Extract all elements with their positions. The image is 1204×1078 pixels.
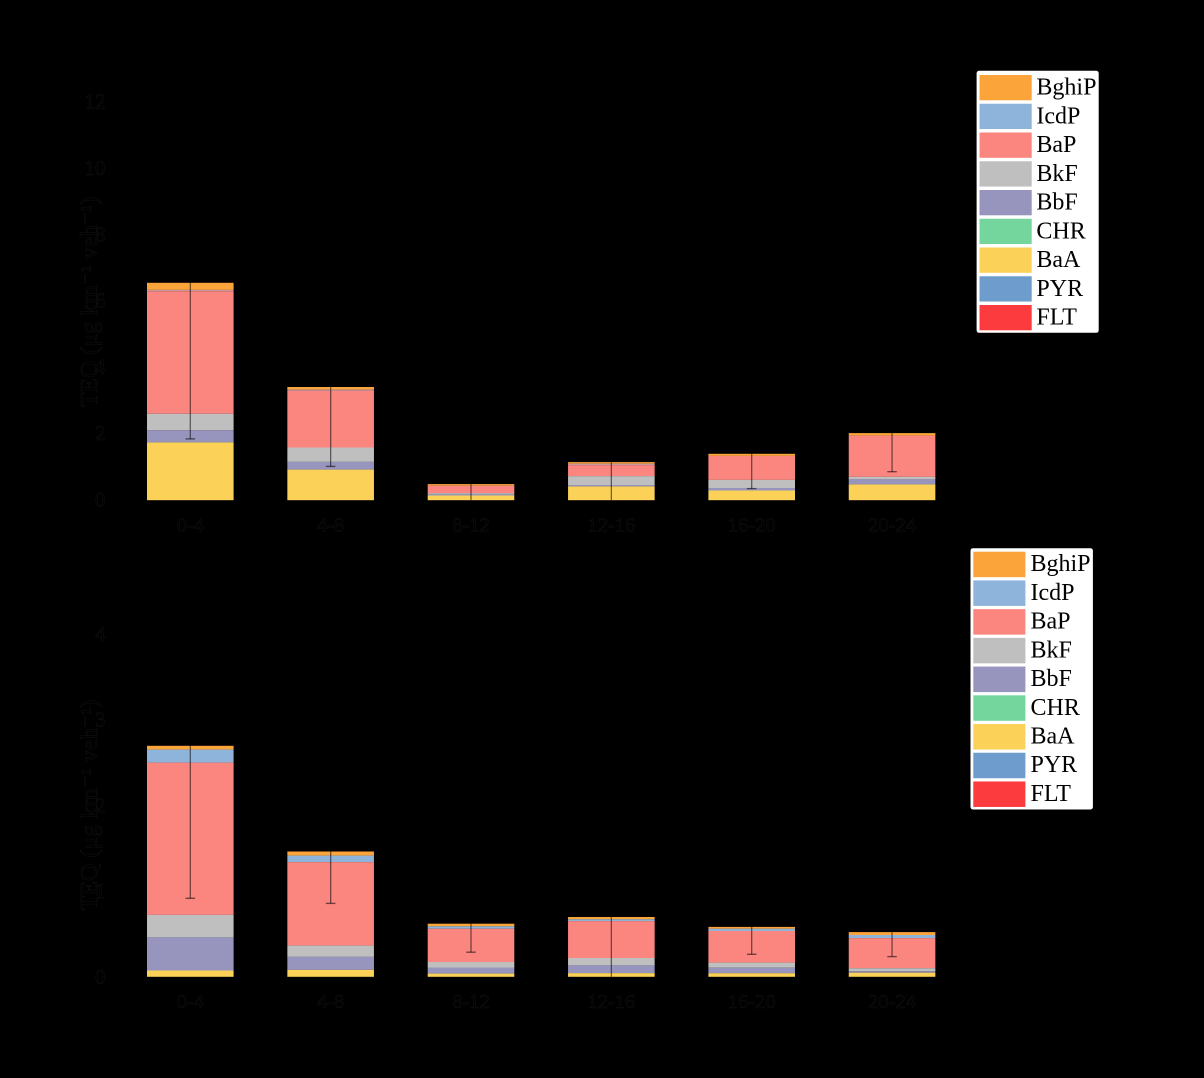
svg-text:8-12: 8-12 <box>452 515 490 537</box>
svg-text:FLT: FLT <box>1031 781 1072 807</box>
svg-text:0: 0 <box>95 488 106 512</box>
svg-text:12: 12 <box>85 90 106 114</box>
svg-text:0: 0 <box>95 965 106 989</box>
svg-text:10: 10 <box>85 156 106 180</box>
svg-text:PYR: PYR <box>1031 752 1078 778</box>
svg-text:4-8: 4-8 <box>317 991 344 1013</box>
svg-text:12-16: 12-16 <box>587 991 635 1013</box>
svg-text:BaP: BaP <box>1036 132 1076 158</box>
svg-text:BkF: BkF <box>1031 637 1072 663</box>
svg-text:8: 8 <box>95 222 106 246</box>
svg-text:2: 2 <box>95 793 106 817</box>
svg-text:4: 4 <box>95 355 106 379</box>
svg-text:6: 6 <box>95 289 106 313</box>
svg-text:BbF: BbF <box>1031 666 1072 692</box>
svg-text:0-4: 0-4 <box>177 515 204 537</box>
svg-text:12-16: 12-16 <box>587 515 635 537</box>
svg-text:BaP: BaP <box>1031 609 1071 635</box>
svg-text:CHR: CHR <box>1031 695 1080 721</box>
svg-text:20-24: 20-24 <box>868 991 916 1013</box>
svg-text:TEQ (μg km⁻¹ veh⁻¹): TEQ (μg km⁻¹ veh⁻¹) <box>77 197 103 408</box>
svg-text:BghiP: BghiP <box>1036 75 1096 101</box>
svg-text:4-8: 4-8 <box>317 515 344 537</box>
svg-text:BaA: BaA <box>1036 247 1081 273</box>
svg-text:PYR: PYR <box>1036 276 1083 302</box>
svg-text:4: 4 <box>95 622 106 646</box>
svg-text:16-20: 16-20 <box>728 515 776 537</box>
svg-text:20-24: 20-24 <box>868 515 916 537</box>
svg-text:CHR: CHR <box>1036 218 1085 244</box>
svg-text:BaA: BaA <box>1031 724 1076 750</box>
svg-text:BbF: BbF <box>1036 190 1077 216</box>
svg-text:TEQ (μg km⁻¹ veh⁻¹): TEQ (μg km⁻¹ veh⁻¹) <box>77 700 103 911</box>
svg-text:FLT: FLT <box>1036 305 1077 331</box>
svg-text:2: 2 <box>95 421 106 445</box>
svg-text:8-12: 8-12 <box>452 991 490 1013</box>
svg-text:0-4: 0-4 <box>177 991 204 1013</box>
svg-text:3: 3 <box>95 708 106 732</box>
svg-text:1: 1 <box>95 879 106 903</box>
svg-text:BkF: BkF <box>1036 161 1077 187</box>
svg-text:16-20: 16-20 <box>728 991 776 1013</box>
svg-text:BghiP: BghiP <box>1031 551 1091 577</box>
svg-text:IcdP: IcdP <box>1031 580 1075 606</box>
svg-text:IcdP: IcdP <box>1036 103 1080 129</box>
